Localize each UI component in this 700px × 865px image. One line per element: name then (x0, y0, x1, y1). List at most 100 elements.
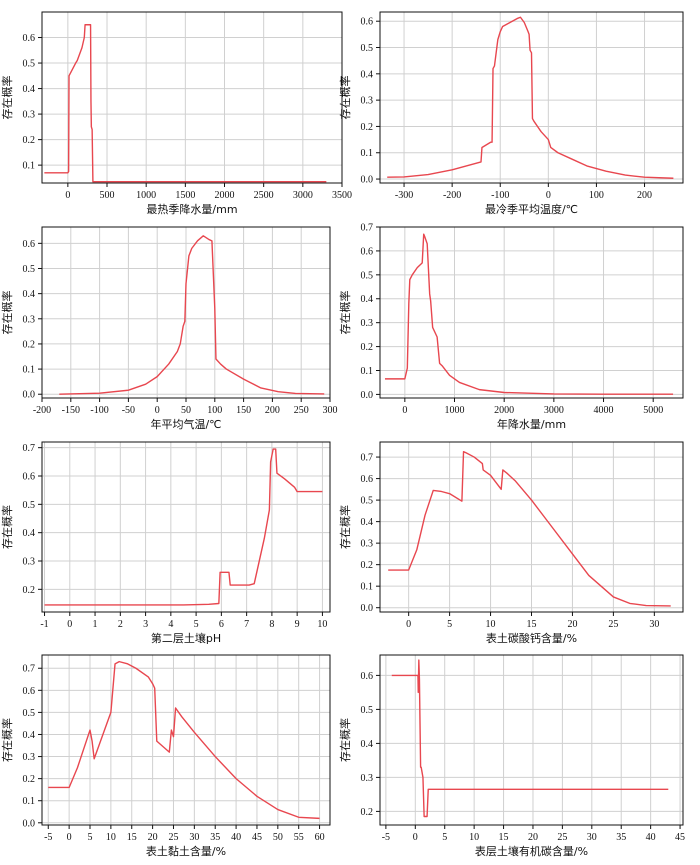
y-tick-label: 0.5 (361, 496, 374, 507)
y-tick-label: 0.4 (361, 517, 374, 528)
y-tick-label: 0.1 (361, 582, 374, 593)
y-tick-label: 0.6 (23, 686, 36, 697)
plot-frame (379, 226, 684, 399)
response-curve-line (387, 16, 674, 179)
x-tick-label: 2 (118, 619, 123, 630)
x-tick-label: -5 (44, 832, 52, 843)
y-tick-label: 0.7 (361, 223, 374, 234)
x-tick-label: 10 (106, 832, 116, 843)
x-tick-label: 100 (207, 405, 222, 416)
x-tick-label: 45 (252, 832, 262, 843)
y-tick-label: 0.7 (361, 453, 374, 464)
y-tick-label: 0.0 (23, 818, 36, 829)
x-tick-label: 3 (143, 619, 148, 630)
x-axis-title: 年平均气温/℃ (150, 417, 221, 431)
x-tick-label: 30 (587, 832, 597, 843)
x-tick-label: -200 (33, 405, 51, 416)
response-curve-line (59, 235, 325, 395)
x-tick-label: 0 (406, 619, 411, 630)
response-curve-line (391, 659, 669, 818)
x-tick-label: 2000 (494, 405, 514, 416)
y-tick-label: 0.0 (361, 175, 374, 186)
y-tick-label: 0.2 (23, 585, 36, 596)
y-tick-label: 0.4 (23, 289, 36, 300)
x-tick-label: 0 (65, 190, 70, 201)
x-tick-label: 20 (528, 832, 538, 843)
y-tick-label: 0.5 (23, 708, 36, 719)
x-axis-title: 表土碳酸钙含量/% (486, 631, 577, 645)
plot-frame (379, 654, 684, 826)
x-tick-label: 50 (181, 405, 191, 416)
x-tick-label: 0 (546, 190, 551, 201)
x-tick-label: 3000 (293, 190, 313, 201)
x-tick-label: 35 (616, 832, 626, 843)
response-curve-line (44, 24, 327, 183)
x-tick-label: 5 (442, 832, 447, 843)
x-tick-label: 200 (265, 405, 280, 416)
x-tick-label: 0 (155, 405, 160, 416)
x-tick-label: -1 (40, 619, 48, 630)
x-tick-label: -100 (90, 405, 108, 416)
x-tick-label: 45 (675, 832, 685, 843)
x-tick-label: 2500 (254, 190, 274, 201)
y-tick-label: 0.4 (361, 294, 374, 305)
x-tick-label: 15 (527, 619, 537, 630)
x-tick-label: 40 (646, 832, 656, 843)
x-tick-label: 10 (469, 832, 479, 843)
chart-panel: 0 5 10 15 20 25 30 0.0 0.1 0.2 0.3 0.4 0.5 0.6 0.7 表土碳酸… (338, 441, 684, 645)
x-tick-label: 30 (189, 832, 199, 843)
y-axis-title: 存在概率 (338, 76, 352, 120)
chart-panel: -300 -200 -100 0 100 200 0.0 0.1 0.2 0.3 0.4 0.5 0.6… (338, 11, 684, 216)
x-tick-label: 0 (413, 832, 418, 843)
x-tick-label: 15 (499, 832, 509, 843)
y-tick-label: 0.6 (361, 246, 374, 257)
x-tick-label: 50 (273, 832, 283, 843)
y-tick-label: 0.3 (361, 318, 374, 329)
x-tick-label: 25 (608, 619, 618, 630)
y-tick-label: 0.3 (23, 752, 36, 763)
y-tick-label: 0.3 (361, 539, 374, 550)
y-tick-label: 0.1 (23, 365, 36, 376)
x-tick-label: 0 (67, 619, 72, 630)
y-tick-label: 0.2 (361, 122, 374, 133)
y-tick-label: 0.6 (361, 671, 374, 682)
plot-frame (41, 654, 331, 826)
y-axis-title: 存在概率 (0, 718, 14, 762)
x-tick-label: 20 (567, 619, 577, 630)
x-tick-label: 4 (168, 619, 173, 630)
x-tick-label: 40 (231, 832, 241, 843)
y-tick-label: 0.7 (23, 664, 36, 675)
y-tick-label: 0.2 (361, 342, 374, 353)
x-tick-label: 10 (486, 619, 496, 630)
x-axis-title: 年降水量/mm (497, 417, 566, 431)
response-curve-line (48, 660, 320, 820)
chart-panel: -200 -150 -100 -50 0 50 100 150 200 250 300 0.0 0.1 0… (0, 226, 338, 431)
x-tick-label: 2000 (215, 190, 235, 201)
y-tick-label: 0.2 (361, 560, 374, 571)
chart-panel: -5 0 5 10 15 20 25 30 35 40 45 0.2 0.3 0.4 0.5 0.6 表层土壤有… (338, 654, 685, 858)
y-tick-label: 0.3 (23, 110, 36, 121)
x-tick-label: 5000 (643, 405, 663, 416)
y-tick-label: 0.1 (361, 366, 374, 377)
x-tick-label: 5 (88, 832, 93, 843)
y-tick-label: 0.0 (23, 390, 36, 401)
x-axis-title: 最热季降水量/mm (146, 202, 237, 216)
x-tick-label: 7 (244, 619, 249, 630)
x-axis-title: 第二层土壤pH (151, 631, 221, 645)
x-tick-label: 25 (168, 832, 178, 843)
x-tick-label: 1 (93, 619, 98, 630)
plot-frame (379, 11, 684, 184)
y-tick-label: 0.5 (23, 264, 36, 275)
x-tick-label: -300 (395, 190, 413, 201)
y-axis-title: 存在概率 (338, 291, 352, 335)
plot-frame (41, 441, 331, 613)
chart-panel: -5 0 5 10 15 20 25 30 35 40 45 50 55 60 0.0 0.1 0.2 0.3 0.… (0, 654, 331, 858)
x-tick-label: 100 (589, 190, 604, 201)
y-tick-label: 0.2 (23, 339, 36, 350)
y-tick-label: 0.2 (23, 774, 36, 785)
y-tick-label: 0.3 (361, 773, 374, 784)
response-curve-line (384, 233, 674, 395)
y-axis-title: 存在概率 (0, 505, 14, 549)
y-tick-label: 0.4 (23, 528, 36, 539)
